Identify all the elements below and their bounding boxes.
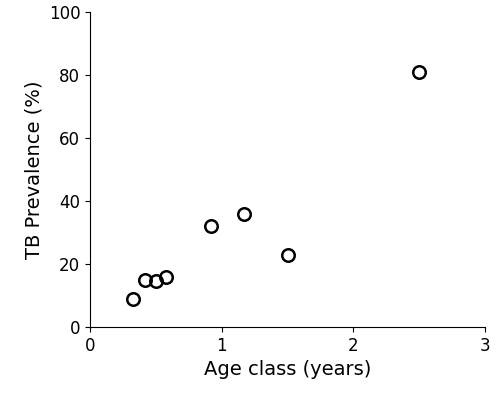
X-axis label: Age class (years): Age class (years)	[204, 360, 371, 379]
Y-axis label: TB Prevalence (%): TB Prevalence (%)	[24, 80, 43, 259]
